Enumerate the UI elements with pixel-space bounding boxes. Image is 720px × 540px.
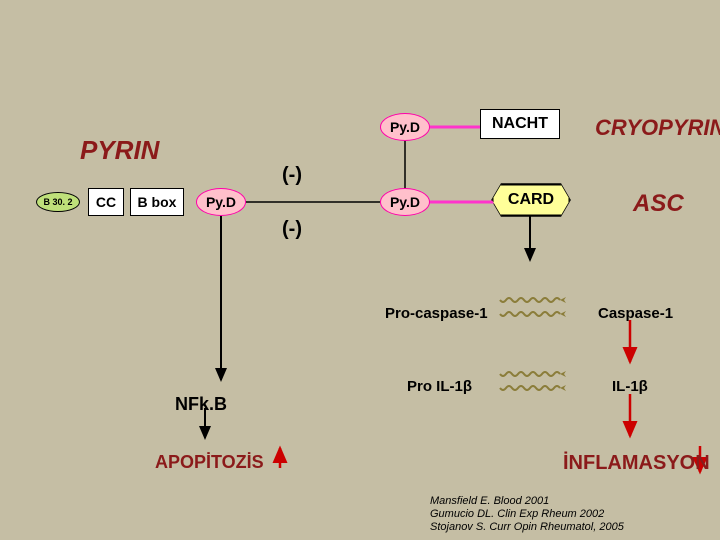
squiggle-1 [500, 312, 560, 316]
squiggle-2 [500, 372, 560, 376]
label-cryopyrin: CRYOPYRIN [595, 115, 720, 141]
label-neg1: (-) [282, 164, 302, 187]
domain-label-pyd_cryo: Py.D [390, 119, 420, 135]
label-nfkb: NFk.B [175, 394, 227, 415]
domain-label-nacht: NACHT [492, 115, 548, 133]
domain-label-bbox: B box [138, 194, 177, 210]
domain-pyd_asc: Py.D [380, 188, 430, 216]
domain-label-pyd_pyrin: Py.D [206, 194, 236, 210]
label-apoptosis: APOPİTOZİS [155, 452, 264, 473]
squiggle-3 [500, 386, 560, 390]
domain-label-b302: B 30. 2 [43, 197, 72, 207]
label-pyrin: PYRIN [80, 135, 159, 166]
squiggle-0 [500, 298, 560, 302]
domain-bbox: B box [130, 188, 184, 216]
reference-0: Mansfield E. Blood 2001 [430, 495, 549, 507]
domain-pyd_pyrin: Py.D [196, 188, 246, 216]
label-casp: Caspase-1 [598, 305, 673, 322]
label-procasp: Pro-caspase-1 [385, 305, 488, 322]
label-neg2: (-) [282, 218, 302, 241]
domain-label-pyd_asc: Py.D [390, 194, 420, 210]
label-il: IL-1β [612, 378, 648, 395]
domain-nacht: NACHT [480, 109, 560, 139]
reference-2: Stojanov S. Curr Opin Rheumatol, 2005 [430, 521, 624, 533]
domain-b302: B 30. 2 [36, 192, 80, 212]
label-proil: Pro IL-1β [407, 378, 472, 395]
domain-cc: CC [88, 188, 124, 216]
label-inflammation: İNFLAMASYON [563, 452, 710, 475]
domain-label-cc: CC [96, 194, 116, 210]
domain-card: CARD [492, 184, 570, 216]
domain-pyd_cryo: Py.D [380, 113, 430, 141]
label-asc: ASC [633, 190, 684, 218]
reference-1: Gumucio DL. Clin Exp Rheum 2002 [430, 508, 604, 520]
domain-label-card: CARD [508, 191, 554, 209]
